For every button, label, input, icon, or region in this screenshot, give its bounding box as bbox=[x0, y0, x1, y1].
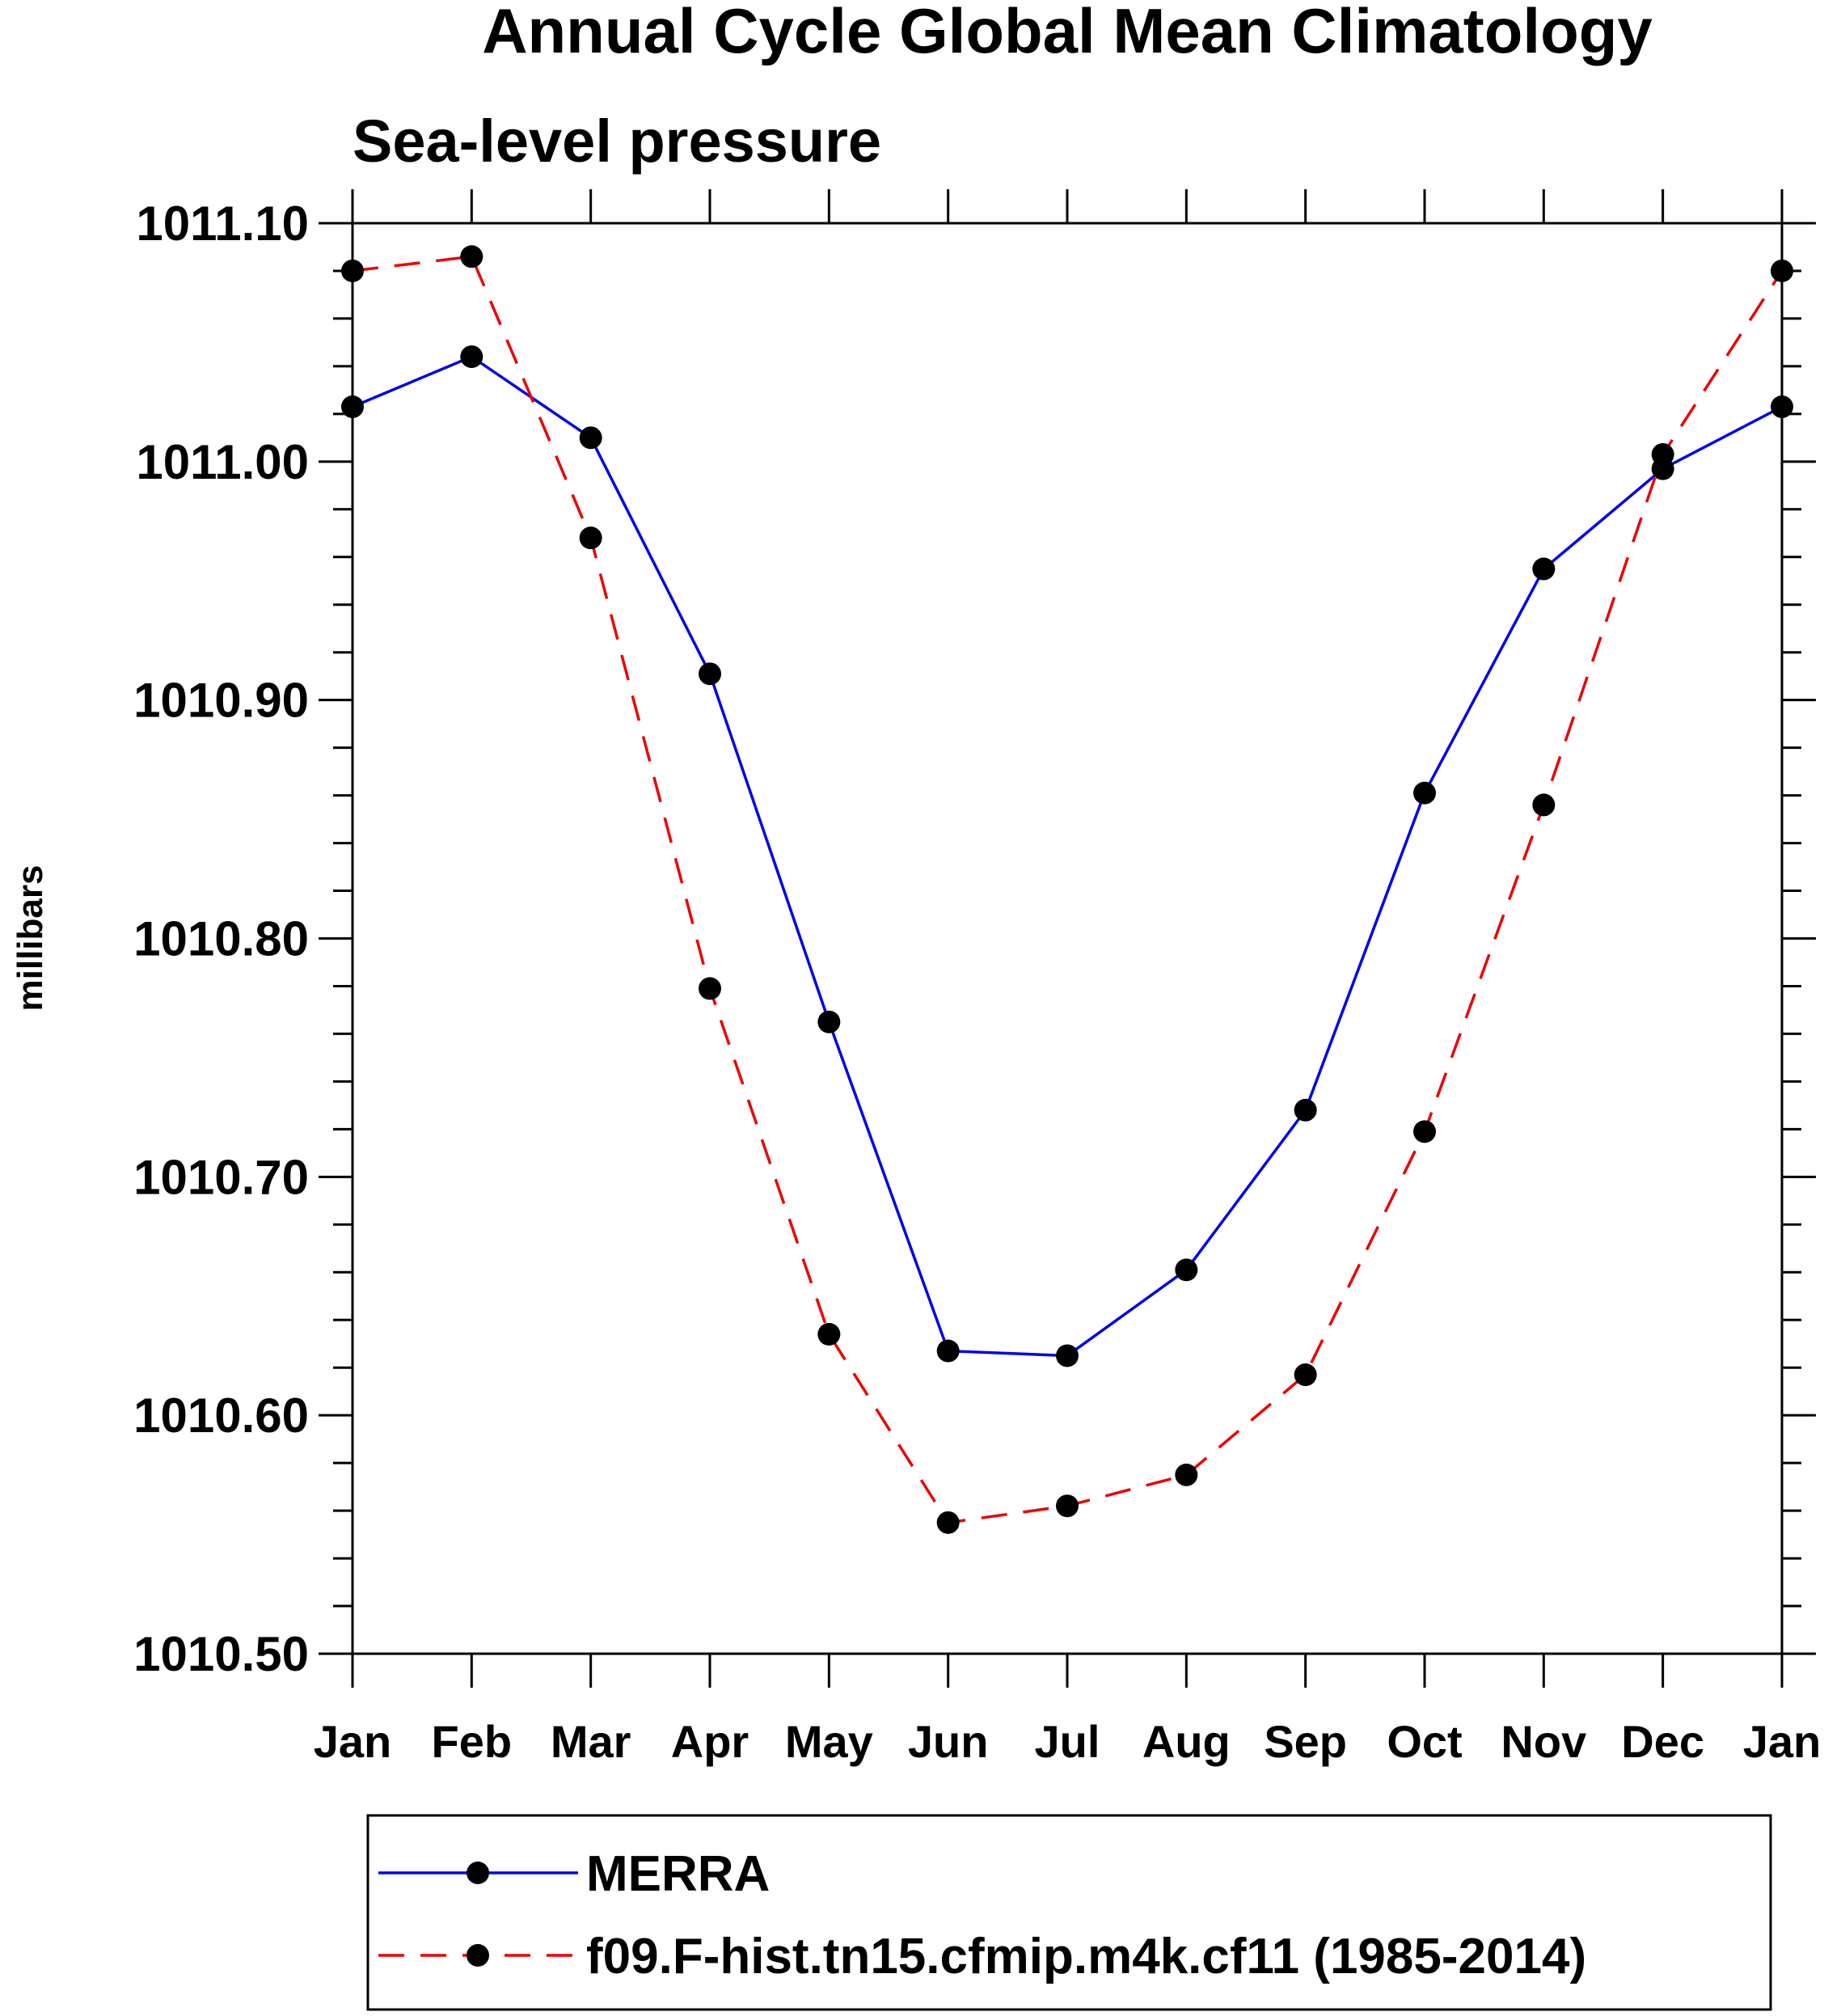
legend-box bbox=[366, 1814, 1772, 2011]
legend-label: MERRA bbox=[586, 1846, 770, 1902]
x-tick-label: Jan bbox=[314, 1716, 392, 1767]
merra-point bbox=[817, 1010, 841, 1033]
merra-point bbox=[1294, 1098, 1317, 1122]
legend: MERRA f09.F-hist.tn15.cfmip.m4k.cf11 (198… bbox=[366, 1814, 1772, 2011]
chart-title: Annual Cycle Global Mean Climatology bbox=[482, 0, 1653, 66]
merra-point bbox=[1175, 1258, 1198, 1282]
x-tick-label: Nov bbox=[1501, 1716, 1586, 1767]
y-tick-label: 1011.00 bbox=[136, 435, 309, 489]
model-point bbox=[579, 526, 602, 550]
model-point bbox=[1771, 259, 1793, 282]
model-point bbox=[341, 259, 364, 282]
model-point bbox=[1056, 1494, 1079, 1518]
y-tick-label: 1010.60 bbox=[133, 1388, 309, 1443]
legend-marker bbox=[467, 1862, 489, 1884]
series-group bbox=[341, 245, 1793, 1534]
merra-point bbox=[699, 662, 721, 686]
merra-point bbox=[1532, 557, 1556, 581]
x-tick-label: Mar bbox=[551, 1716, 631, 1767]
merra-point bbox=[1056, 1344, 1079, 1367]
chart-subtitle: Sea-level pressure bbox=[353, 108, 881, 175]
y-tick-label: 1010.50 bbox=[133, 1627, 309, 1681]
model-point bbox=[1651, 442, 1674, 466]
plot-frame bbox=[351, 222, 1784, 1655]
merra-point bbox=[460, 345, 483, 369]
model-point bbox=[699, 977, 721, 1000]
model-point bbox=[1413, 1120, 1436, 1143]
merra-point bbox=[1771, 395, 1793, 419]
x-tick-label: Aug bbox=[1142, 1716, 1231, 1767]
y-tick-label: 1010.70 bbox=[133, 1150, 309, 1204]
model-point bbox=[1175, 1463, 1198, 1486]
y-tick-label: 1010.80 bbox=[133, 912, 309, 966]
model-point bbox=[817, 1322, 841, 1346]
x-tick-label: Sep bbox=[1264, 1716, 1347, 1767]
x-tick-label: Oct bbox=[1387, 1716, 1462, 1767]
x-tick-label: Feb bbox=[432, 1716, 513, 1767]
x-tick-label: Dec bbox=[1621, 1716, 1704, 1767]
model-point bbox=[936, 1511, 960, 1534]
model-point bbox=[1532, 793, 1556, 817]
model-point bbox=[1294, 1363, 1317, 1387]
merra-point bbox=[936, 1339, 960, 1363]
legend-marker bbox=[467, 1944, 489, 1967]
legend-label: f09.F-hist.tn15.cfmip.m4k.cf11 (1985-201… bbox=[586, 1929, 1586, 1984]
x-tick-label: Jul bbox=[1035, 1716, 1100, 1767]
y-tick-label: 1011.10 bbox=[136, 197, 309, 251]
y-tick-label: 1010.90 bbox=[133, 674, 309, 728]
model-point bbox=[460, 245, 483, 268]
merra-point bbox=[1413, 781, 1436, 805]
merra-point bbox=[341, 395, 364, 419]
x-tick-label: Jun bbox=[908, 1716, 989, 1767]
x-tick-label: May bbox=[785, 1716, 873, 1767]
axes: 1010.50 1010.60 1010.70 1010.80 1010.90 1011.… bbox=[133, 189, 1821, 1767]
y-axis-label: millibars bbox=[11, 865, 50, 1012]
merra-point bbox=[579, 426, 602, 450]
series-line-model bbox=[352, 255, 1784, 1524]
x-tick-label: Apr bbox=[671, 1716, 749, 1767]
series-line-merra bbox=[352, 355, 1783, 1358]
x-tick-label: Jan bbox=[1743, 1716, 1822, 1767]
